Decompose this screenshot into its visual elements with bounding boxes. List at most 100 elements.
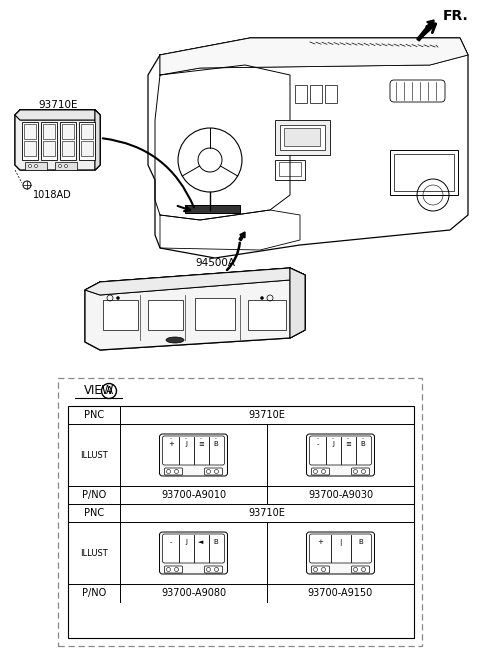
Circle shape [313, 567, 317, 571]
Text: +: + [168, 441, 174, 447]
Text: FR.: FR. [443, 9, 469, 23]
Circle shape [261, 297, 264, 300]
Text: -: - [347, 436, 349, 441]
Text: P/NO: P/NO [82, 588, 106, 598]
FancyBboxPatch shape [204, 566, 223, 573]
Bar [284, 128, 320, 146]
Bar [81, 141, 93, 156]
Text: ILLUST: ILLUST [80, 548, 108, 558]
Bar [43, 124, 55, 139]
Circle shape [353, 470, 358, 474]
Text: P/NO: P/NO [82, 490, 106, 500]
Text: B: B [358, 539, 363, 545]
Text: A: A [106, 386, 113, 396]
Text: ILLUST: ILLUST [80, 451, 108, 459]
Circle shape [167, 567, 170, 571]
Bar [275, 120, 330, 155]
Circle shape [35, 165, 37, 167]
FancyArrow shape [417, 20, 434, 41]
Text: VIEW: VIEW [84, 384, 114, 398]
Bar [103, 300, 138, 330]
Text: |: | [339, 539, 342, 546]
FancyArrow shape [239, 232, 245, 241]
Text: B: B [214, 441, 218, 447]
Text: -: - [317, 441, 319, 447]
Bar [390, 150, 458, 195]
FancyBboxPatch shape [204, 468, 223, 475]
Bar [280, 125, 325, 150]
Bar [310, 85, 322, 103]
Text: ◄: ◄ [198, 539, 204, 545]
Bar [81, 124, 93, 139]
Circle shape [361, 567, 365, 571]
Text: -: - [185, 436, 187, 441]
Text: -: - [317, 436, 319, 441]
Polygon shape [15, 110, 100, 170]
FancyBboxPatch shape [159, 434, 228, 476]
Circle shape [313, 470, 317, 474]
Bar [41, 122, 57, 160]
Polygon shape [85, 268, 305, 295]
FancyBboxPatch shape [163, 436, 225, 465]
Circle shape [322, 567, 325, 571]
Circle shape [117, 297, 120, 300]
Polygon shape [85, 268, 305, 350]
Text: ≡: ≡ [345, 441, 351, 447]
Text: -: - [170, 539, 172, 545]
FancyBboxPatch shape [351, 468, 370, 475]
Text: 93700-A9010: 93700-A9010 [161, 490, 226, 500]
Text: ≡: ≡ [198, 441, 204, 447]
Text: PNC: PNC [84, 410, 104, 420]
Circle shape [353, 567, 358, 571]
Bar [62, 124, 74, 139]
Bar [62, 141, 74, 156]
Text: 1018AD: 1018AD [33, 190, 72, 200]
Text: B: B [360, 441, 365, 447]
FancyBboxPatch shape [307, 532, 374, 574]
Polygon shape [95, 110, 100, 170]
Text: -: - [200, 436, 202, 441]
Polygon shape [160, 38, 468, 75]
FancyBboxPatch shape [310, 534, 372, 563]
Bar [185, 205, 240, 213]
Bar [394, 154, 454, 191]
Text: -: - [332, 436, 334, 441]
Circle shape [167, 470, 170, 474]
Circle shape [175, 470, 179, 474]
Text: J: J [332, 441, 334, 447]
Bar [325, 85, 337, 103]
Text: 94500A: 94500A [195, 258, 235, 268]
Bar [24, 141, 36, 156]
Circle shape [59, 165, 61, 167]
Text: -: - [215, 436, 217, 441]
Bar [148, 300, 183, 330]
Text: J: J [185, 441, 187, 447]
Bar [25, 162, 47, 170]
Text: 93710E: 93710E [249, 508, 286, 518]
Bar [275, 160, 305, 180]
Circle shape [175, 567, 179, 571]
Bar [68, 406, 414, 638]
Bar [60, 122, 76, 160]
Bar [79, 122, 95, 160]
FancyBboxPatch shape [310, 436, 372, 465]
Bar [55, 162, 77, 170]
Circle shape [361, 470, 365, 474]
Circle shape [215, 567, 218, 571]
Bar [22, 122, 38, 160]
Polygon shape [290, 268, 305, 338]
Text: 93710E: 93710E [249, 410, 286, 420]
Bar [195, 298, 235, 330]
Circle shape [206, 567, 211, 571]
Text: PNC: PNC [84, 508, 104, 518]
Polygon shape [15, 110, 100, 120]
Circle shape [206, 470, 211, 474]
Circle shape [322, 470, 325, 474]
Text: 93700-A9030: 93700-A9030 [308, 490, 373, 500]
Text: B: B [214, 539, 218, 545]
Ellipse shape [166, 337, 184, 343]
Bar [248, 300, 286, 330]
FancyBboxPatch shape [159, 532, 228, 574]
FancyBboxPatch shape [163, 534, 225, 563]
FancyBboxPatch shape [165, 566, 182, 573]
